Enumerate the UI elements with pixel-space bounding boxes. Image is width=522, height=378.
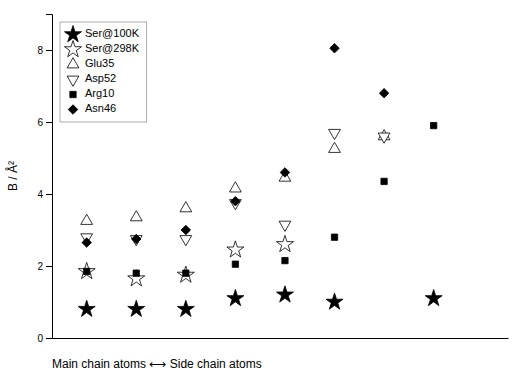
x-axis bbox=[53, 338, 509, 339]
point bbox=[78, 262, 95, 278]
point bbox=[132, 234, 141, 243]
point bbox=[180, 202, 192, 212]
point bbox=[82, 238, 91, 247]
point bbox=[227, 289, 244, 305]
series bbox=[78, 286, 442, 317]
legend-label: Asp52 bbox=[85, 72, 116, 84]
point bbox=[130, 211, 142, 221]
plot-area: 0 2 4 6 8 Ser@100K Ser@298K Glu35 Asp52 Arg10 Asn4… bbox=[37, 15, 508, 344]
series bbox=[78, 235, 293, 285]
legend-symbol bbox=[70, 91, 76, 97]
y-tick: 2 bbox=[37, 261, 52, 272]
point bbox=[282, 257, 288, 263]
y-axis-line bbox=[46, 15, 53, 339]
point bbox=[81, 214, 93, 224]
x-axis-line bbox=[53, 338, 509, 339]
point bbox=[227, 241, 244, 257]
y-tick-label: 4 bbox=[37, 189, 43, 200]
legend-label: Asn46 bbox=[85, 102, 116, 114]
point bbox=[381, 178, 387, 184]
point bbox=[177, 266, 194, 282]
point bbox=[331, 234, 337, 240]
y-tick-mark bbox=[46, 50, 52, 51]
point bbox=[231, 196, 240, 205]
y-tick: 0 bbox=[37, 333, 52, 344]
point bbox=[378, 133, 390, 143]
legend: Ser@100K Ser@298K Glu35 Asp52 Arg10 Asn46 bbox=[60, 22, 147, 122]
chart: 0 2 4 6 8 Ser@100K Ser@298K Glu35 Asp52 Arg10 Asn4… bbox=[0, 0, 522, 378]
y-tick-label: 2 bbox=[37, 261, 43, 272]
y-tick-mark bbox=[46, 338, 52, 339]
point bbox=[276, 286, 293, 302]
point bbox=[232, 261, 238, 267]
y-tick-mark bbox=[46, 266, 52, 267]
legend-label: Ser@298K bbox=[85, 42, 140, 54]
y-tick: 4 bbox=[37, 189, 52, 200]
point bbox=[230, 182, 242, 192]
series bbox=[84, 122, 437, 276]
point bbox=[329, 129, 341, 139]
point bbox=[128, 270, 145, 286]
series bbox=[81, 129, 390, 245]
legend-symbol bbox=[67, 76, 79, 86]
point bbox=[329, 142, 341, 152]
legend-symbol bbox=[67, 58, 79, 68]
point bbox=[280, 168, 289, 177]
y-axis-title: B / Å² bbox=[5, 161, 20, 191]
y-tick-label: 0 bbox=[37, 333, 43, 344]
point bbox=[326, 293, 343, 309]
legend-label: Ser@100K bbox=[85, 27, 140, 39]
y-tick-mark bbox=[46, 194, 52, 195]
point bbox=[133, 270, 139, 276]
point bbox=[430, 122, 436, 128]
legend-label: Glu35 bbox=[85, 57, 114, 69]
legend-symbol bbox=[68, 105, 77, 114]
point bbox=[183, 270, 189, 276]
point bbox=[177, 300, 194, 316]
point bbox=[78, 300, 95, 316]
y-tick-label: 6 bbox=[37, 117, 43, 128]
y-tick-label: 8 bbox=[37, 45, 43, 56]
series bbox=[81, 130, 390, 225]
legend-symbol bbox=[64, 41, 81, 57]
point bbox=[279, 221, 291, 231]
point bbox=[276, 235, 293, 251]
point bbox=[128, 300, 145, 316]
legend-label: Arg10 bbox=[85, 87, 114, 99]
x-axis-title: Main chain atoms ⟷ Side chain atoms bbox=[52, 357, 262, 371]
y-tick-mark bbox=[46, 122, 52, 123]
y-axis: 0 2 4 6 8 bbox=[37, 15, 52, 344]
point bbox=[180, 236, 192, 246]
legend-frame bbox=[60, 22, 147, 122]
y-tick: 8 bbox=[37, 45, 52, 56]
point bbox=[330, 43, 339, 52]
point bbox=[379, 88, 388, 97]
point bbox=[425, 289, 442, 305]
point bbox=[181, 225, 190, 234]
y-tick: 6 bbox=[37, 117, 52, 128]
point bbox=[84, 268, 90, 274]
